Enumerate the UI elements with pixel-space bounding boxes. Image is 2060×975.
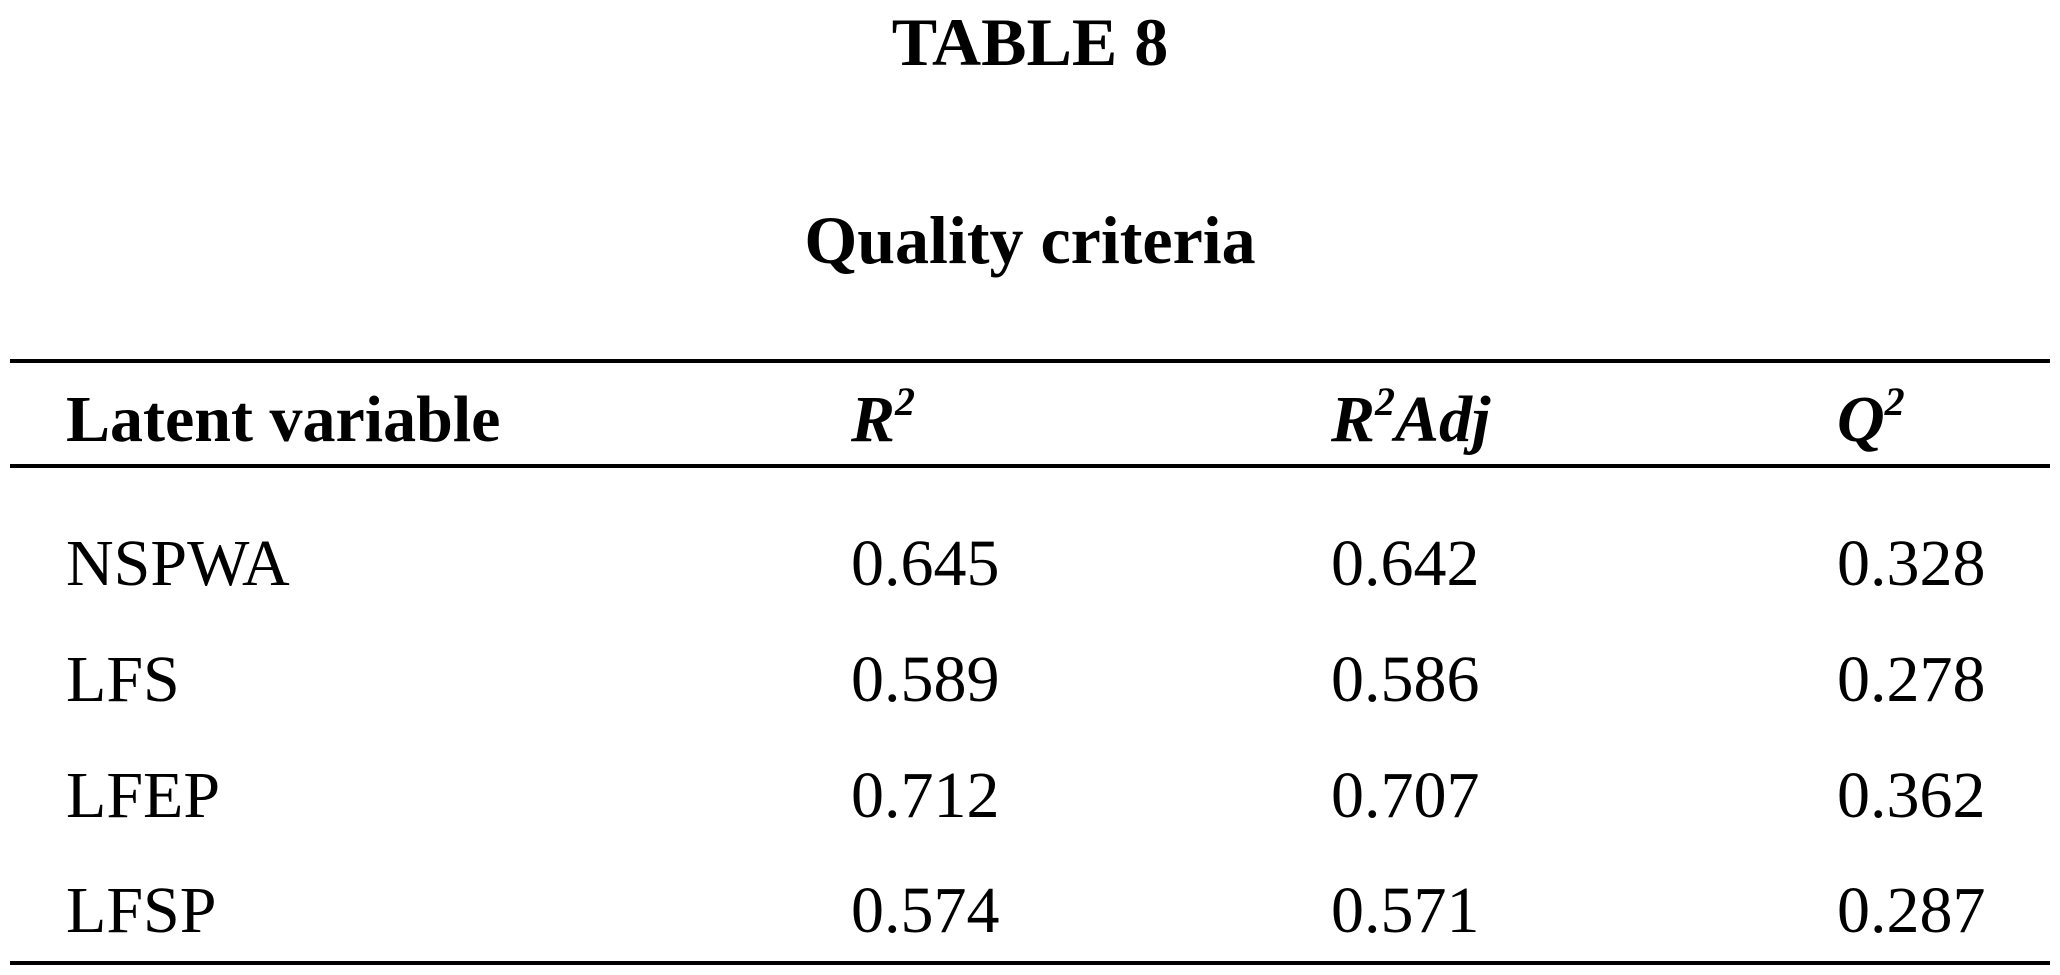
table-cell: 0.707: [1331, 759, 1480, 832]
table-cell: 0.589: [851, 643, 1000, 716]
header-superscript: 2: [895, 379, 916, 424]
table-cell: 0.574: [851, 874, 1000, 947]
header-text: Adj: [1395, 383, 1491, 456]
top-rule: [10, 359, 2050, 363]
table-cell: 0.328: [1837, 527, 1986, 600]
bottom-rule: [10, 961, 2050, 965]
table-cell: 0.287: [1837, 874, 1986, 947]
table-cell: 0.571: [1331, 874, 1480, 947]
table-cell: 0.362: [1837, 759, 1986, 832]
column-header: Q2: [1837, 382, 1905, 453]
column-header: R2: [851, 382, 915, 453]
row-label: LFSP: [66, 874, 217, 947]
header-text: Q: [1837, 383, 1885, 456]
header-text: R: [1331, 383, 1376, 456]
table-cell: 0.642: [1331, 527, 1480, 600]
header-rule: [10, 464, 2050, 468]
header-text: R: [851, 383, 896, 456]
table-cell: 0.278: [1837, 643, 1986, 716]
header-text: Latent variable: [66, 383, 501, 456]
table-cell: 0.586: [1331, 643, 1480, 716]
column-header: R2Adj: [1331, 382, 1490, 453]
table-subtitle: Quality criteria: [804, 202, 1256, 278]
table-cell: 0.645: [851, 527, 1000, 600]
row-label: LFS: [66, 643, 180, 716]
column-header: Latent variable: [66, 387, 500, 453]
header-superscript: 2: [1884, 379, 1905, 424]
table-title: TABLE 8: [891, 4, 1169, 80]
header-superscript: 2: [1375, 379, 1396, 424]
table-cell: 0.712: [851, 759, 1000, 832]
row-label: NSPWA: [66, 527, 290, 600]
row-label: LFEP: [66, 759, 221, 832]
